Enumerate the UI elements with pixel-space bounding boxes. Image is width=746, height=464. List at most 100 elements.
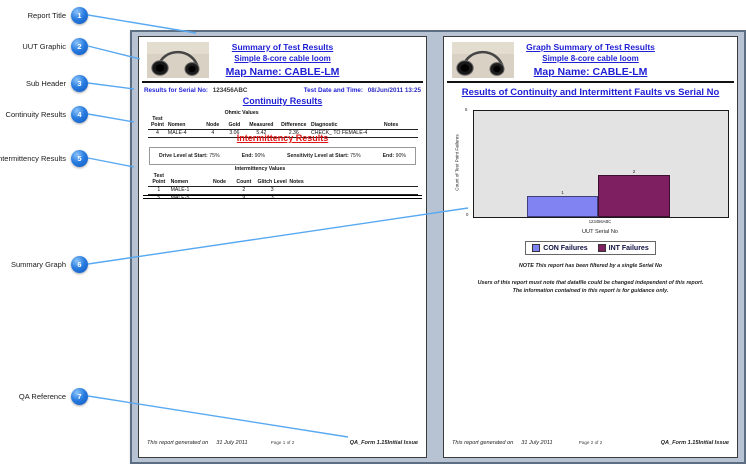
datetime-label: Test Date and Time: [303, 87, 364, 94]
table-row: 1 MALE-1 2 3 [148, 186, 418, 195]
col-header: Nomen [166, 116, 202, 130]
cell: 3 [255, 186, 289, 195]
disclaimer-line-1: Users of this report must note that data… [477, 280, 704, 286]
y-tick-max: 5 [465, 107, 468, 112]
col-header: Notes [288, 172, 418, 187]
x-tick-serial: 123456ABC [588, 219, 612, 224]
callout-line-3 [87, 82, 135, 90]
group-header-row: Ohmic Values [148, 110, 418, 116]
callout-label: Continuity Results [5, 109, 66, 119]
cell: 2 [231, 186, 256, 195]
cell: 4 [148, 129, 167, 138]
intermittency-section-title: Intermittency Results [236, 133, 329, 143]
callout-label: Summary Graph [10, 259, 66, 269]
page-footer: This report generated on 31 July 2011 Pa… [452, 440, 729, 446]
serial-label: Results for Serial No: [144, 87, 209, 94]
section-end-double-line [143, 195, 422, 199]
callout-label: Intermittency Results [0, 153, 66, 163]
sub-header: Results for Serial No: 123456ABC Test Da… [144, 87, 421, 94]
cell: MALE-4 [166, 129, 202, 138]
x-axis-title: UUT Serial No [582, 229, 618, 235]
drive-end-value: 90% [254, 153, 265, 159]
serial-value: 123456ABC [212, 87, 248, 94]
callout-label: UUT Graphic [22, 41, 66, 51]
callout-badge-2[interactable]: 2 [71, 37, 88, 55]
page-number: Page 1 of 2 [270, 440, 295, 445]
callout-intermittency-results: Intermittency Results 5 [0, 149, 88, 167]
sens-end-label: End: [382, 153, 395, 159]
report-page-1: Summary of Test Results Simple 8-core ca… [138, 36, 427, 458]
sens-start-value: 75% [350, 153, 361, 159]
ohmic-values-header: Ohmic Values [224, 110, 259, 116]
report-page-2: Graph Summary of Test Results Simple 8-c… [443, 36, 738, 458]
chart-plot-area: 1 2 [473, 110, 729, 218]
int-failures-swatch-icon [597, 244, 606, 252]
callout-label: QA Reference [18, 391, 66, 401]
col-header: Notes [382, 116, 418, 130]
generated-group: This report generated on 31 July 2011 [147, 440, 271, 446]
chart-legend: CON Failures INT Failures [444, 241, 737, 255]
generated-label: This report generated on [452, 440, 514, 446]
cell [382, 129, 418, 138]
report-subtitle: Simple 8-core cable loom [234, 54, 331, 63]
y-axis-title: Count of Test Point Failures [454, 134, 460, 191]
generated-date: 31 July 2011 [216, 440, 248, 446]
sens-start-group: Sensitivity Level at Start: 75% [287, 153, 361, 159]
page-footer: This report generated on 31 July 2011 Pa… [147, 440, 418, 446]
header-rule [447, 81, 734, 83]
callout-badge-4[interactable]: 4 [71, 105, 88, 123]
cell: 4 [201, 129, 224, 138]
map-name: Map Name: CABLE-LM [533, 66, 648, 78]
legend-label: INT Failures [608, 244, 649, 252]
report-subtitle: Simple 8-core cable loom [542, 54, 639, 63]
filter-note: NOTE This report has been filtered by a … [518, 263, 663, 269]
group-header-row: Intermittency Values [148, 166, 418, 173]
col-header: Count [231, 172, 256, 187]
col-header: Test Point [148, 172, 170, 187]
legend-box: CON Failures INT Failures [525, 241, 656, 255]
cell: 1 [148, 186, 170, 195]
generated-group: This report generated on 31 July 2011 [452, 440, 579, 446]
callout-qa-reference: QA Reference 7 [0, 387, 88, 405]
y-tick-min: 0 [466, 212, 469, 217]
sens-end-group: End: 90% [383, 153, 406, 159]
col-header: Test Point [148, 116, 167, 130]
col-header: Diagnostic [309, 116, 383, 130]
column-header-row: Test Point Nomen Node Count Glitch Level… [148, 172, 418, 187]
qa-reference: QA_Form 1.15Initial Issue [660, 440, 729, 446]
bar-int-failures: 2 [598, 169, 670, 217]
sens-end-value: 90% [395, 153, 406, 159]
serial-group: Results for Serial No: 123456ABC [144, 87, 247, 94]
cell [207, 186, 232, 195]
cell: MALE-1 [169, 186, 208, 195]
callout-report-title: Report Title 1 [0, 6, 88, 24]
uut-photo-icon [147, 42, 209, 78]
map-name: Map Name: CABLE-LM [225, 66, 340, 78]
report-title: Summary of Test Results [231, 42, 334, 52]
col-header: Measured [245, 116, 278, 130]
callout-badge-7[interactable]: 7 [71, 387, 88, 405]
bar-value-label: 1 [561, 189, 564, 195]
callout-badge-6[interactable]: 6 [71, 255, 88, 273]
drive-end-group: End: 90% [242, 153, 265, 159]
qa-reference: QA_Form 1.15Initial Issue [349, 440, 418, 446]
table-row: 4 MALE-4 4 3.06 5.42 2.36 CHECK_ TO FEMA… [148, 129, 418, 138]
cell: 3.06 [223, 129, 246, 138]
callout-summary-graph: Summary Graph 6 [0, 255, 88, 273]
drive-start-label: Drive Level at Start: [159, 153, 208, 159]
page-number: Page 2 of 2 [578, 440, 603, 445]
column-header-row: Test Point Nomen Node Gold Measured Diff… [148, 116, 418, 130]
cell: 5.42 [245, 129, 278, 138]
datetime-value: 08/Jun/2011 13:25 [367, 87, 421, 94]
datetime-group: Test Date and Time: 08/Jun/2011 13:25 [304, 87, 421, 94]
callout-badge-3[interactable]: 3 [71, 74, 88, 92]
sens-start-label: Sensitivity Level at Start: [287, 153, 349, 159]
generated-label: This report generated on [147, 440, 209, 446]
callout-badge-1[interactable]: 1 [71, 6, 88, 24]
col-header: Nomen [169, 172, 208, 187]
col-header: Node [201, 116, 224, 130]
callout-badge-5[interactable]: 5 [71, 149, 88, 167]
uut-photo-icon [452, 42, 514, 78]
generated-date: 31 July 2011 [521, 440, 553, 446]
